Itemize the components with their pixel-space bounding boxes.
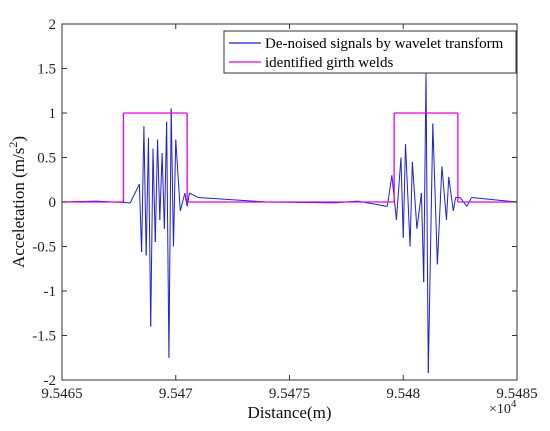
- x-tick-label: 9.5475: [269, 386, 310, 402]
- series-0-segment: [129, 183, 140, 204]
- series-0-segment: [427, 123, 434, 373]
- legend-label-welds: identified girth welds: [265, 55, 393, 71]
- x-axis-exponent: ×104: [489, 398, 517, 417]
- y-axis-label-main: Acceletation (m/s: [9, 148, 28, 268]
- legend-box: [223, 30, 517, 74]
- y-tick-label: 0.5: [37, 151, 56, 167]
- ticks-group: 9.5465 9.547 9.5475 9.548 9.5485 -2 -1.5 -1 -0.5…: [32, 17, 537, 402]
- x-tick-label: 9.547: [159, 386, 193, 402]
- series-0: [61, 72, 518, 373]
- series-0-segment: [395, 157, 402, 220]
- y-axis-label: Acceletation (m/s2): [6, 136, 28, 268]
- series-0-segment: [441, 166, 447, 220]
- y-tick-label: 0: [49, 195, 57, 211]
- y-tick-label: 1.5: [37, 62, 56, 78]
- series-0-segment: [420, 193, 425, 283]
- series-0-segment: [411, 161, 418, 229]
- series-group: [61, 72, 518, 373]
- series-0-segment: [405, 144, 411, 247]
- y-axis-label-superscript: 2: [6, 142, 20, 148]
- series-0-segment: [400, 157, 404, 238]
- series-0-segment: [448, 177, 454, 211]
- y-axis-label-close: ): [9, 136, 28, 142]
- legend-label-denoised: De-noised signals by wavelet transform: [265, 36, 504, 52]
- legend: De-noised signals by wavelet transform i…: [223, 30, 517, 74]
- series-0-segment: [168, 108, 172, 358]
- series-0-segment: [152, 148, 156, 243]
- x-axis-exponent-power: 4: [511, 398, 517, 410]
- y-tick-label: 1: [49, 106, 57, 122]
- series-0-segment: [423, 72, 427, 283]
- series-0-segment: [147, 137, 152, 327]
- series-0-segment: [157, 139, 161, 220]
- series-0-segment: [159, 153, 163, 220]
- series-0-segment: [452, 197, 457, 211]
- series-0-segment: [161, 153, 165, 229]
- series-1: [62, 112, 517, 203]
- series-0-segment: [163, 121, 168, 229]
- series-0-segment: [154, 139, 159, 243]
- series-0-segment: [175, 139, 181, 211]
- series-0-segment: [386, 175, 393, 207]
- series-0-segment: [170, 108, 174, 247]
- series-0-segment: [172, 139, 177, 247]
- series-0-segment: [425, 72, 429, 373]
- x-axis-label: Distance(m): [247, 403, 331, 422]
- series-0-segment: [179, 192, 186, 212]
- x-tick-label: 9.548: [386, 386, 420, 402]
- series-0-segment: [409, 161, 413, 247]
- series-0-segment: [166, 121, 170, 358]
- series-0-segment: [436, 166, 443, 265]
- series-0-segment: [432, 123, 438, 265]
- y-tick-label: -1.5: [32, 329, 56, 345]
- y-tick-label: -1: [44, 284, 57, 300]
- series-0-segment: [150, 148, 154, 327]
- x-tick-label: 9.5465: [41, 386, 82, 402]
- y-tick-label: -0.5: [32, 240, 56, 256]
- series-0-segment: [184, 193, 188, 207]
- y-tick-label: -2: [44, 373, 57, 389]
- series-0-segment: [186, 193, 190, 207]
- series-0-segment: [145, 137, 149, 256]
- series-0-segment: [143, 126, 147, 256]
- series-0-segment: [138, 184, 143, 252]
- series-0-segment: [471, 197, 518, 203]
- y-tick-label: 2: [49, 17, 57, 33]
- x-tick-label: 9.5485: [496, 386, 537, 402]
- series-0-segment: [198, 197, 267, 203]
- x-axis-exponent-base: ×10: [489, 402, 511, 417]
- series-0-segment: [141, 126, 145, 252]
- series-0-segment: [416, 193, 422, 229]
- series-0-segment: [189, 192, 199, 198]
- series-0-segment: [445, 177, 450, 220]
- series-0-segment: [402, 144, 407, 238]
